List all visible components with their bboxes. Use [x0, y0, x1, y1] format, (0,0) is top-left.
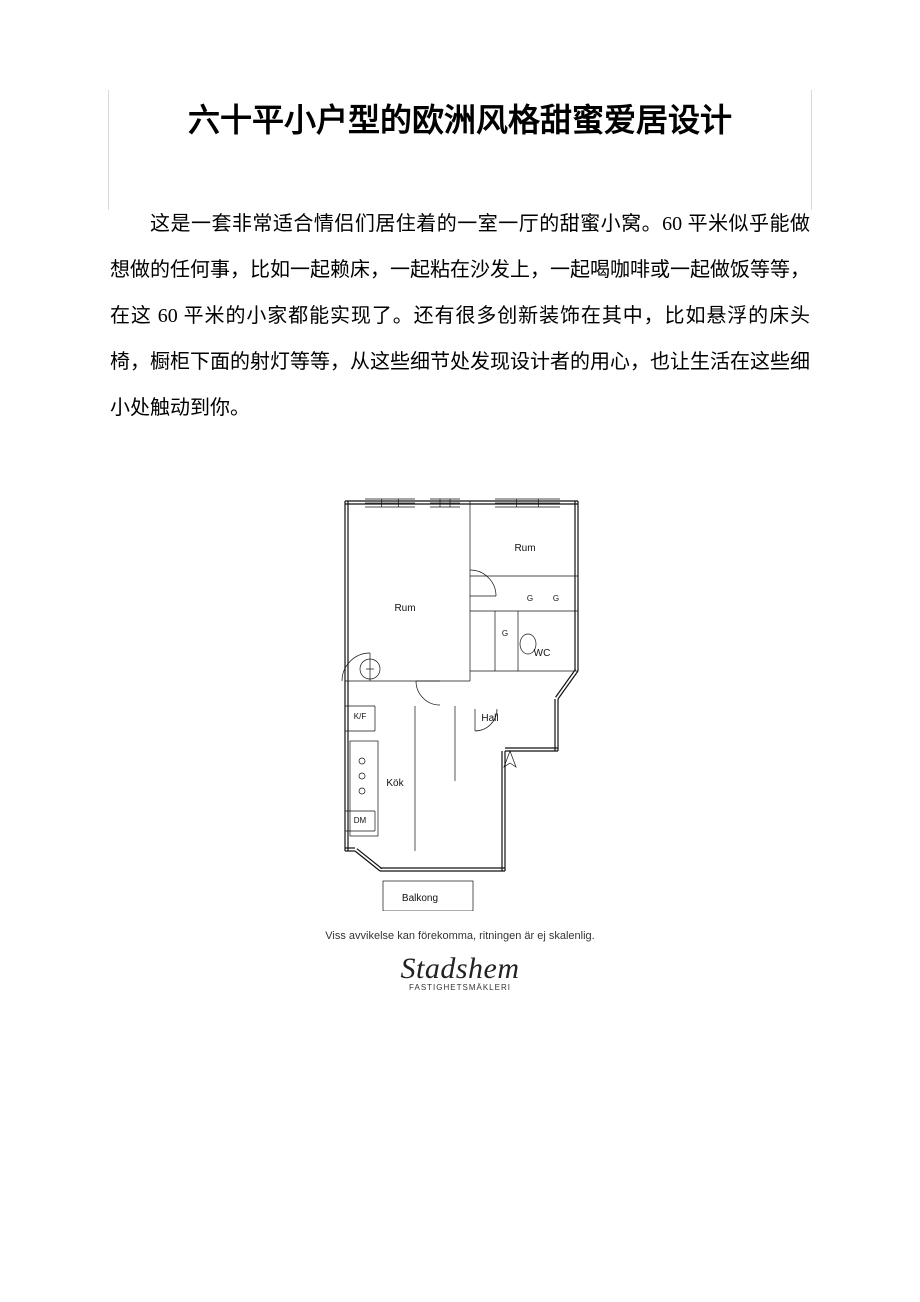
logo-subtitle: FASTIGHETSMÄKLERI — [110, 983, 810, 992]
svg-text:Rum: Rum — [394, 603, 415, 614]
svg-text:Hall: Hall — [481, 713, 498, 724]
svg-text:Kök: Kök — [386, 778, 404, 789]
svg-text:K/F: K/F — [354, 712, 367, 721]
margin-rule-right — [811, 90, 812, 210]
svg-text:Rum: Rum — [514, 543, 535, 554]
page-title: 六十平小户型的欧洲风格甜蜜爱居设计 — [110, 95, 810, 141]
svg-text:G: G — [553, 594, 559, 603]
figure-caption: Viss avvikelse kan förekomma, ritningen … — [110, 930, 810, 942]
intro-paragraph: 这是一套非常适合情侣们居住着的一室一厅的甜蜜小窝。60 平米似乎能做想做的任何事… — [110, 201, 810, 431]
svg-text:DM: DM — [354, 816, 367, 825]
floorplan-figure: Rum Rum WC Hall Kök Balkong G G G K/F DM — [300, 481, 620, 911]
svg-text:Balkong: Balkong — [402, 893, 438, 904]
logo-block: Stadshem FASTIGHETSMÄKLERI — [110, 952, 810, 992]
document-page: 六十平小户型的欧洲风格甜蜜爱居设计 这是一套非常适合情侣们居住着的一室一厅的甜蜜… — [0, 0, 920, 1052]
figure-container: Rum Rum WC Hall Kök Balkong G G G K/F DM Viss avvi… — [110, 481, 810, 992]
svg-text:G: G — [502, 629, 508, 638]
floorplan-svg: Rum Rum WC Hall Kök Balkong G G G K/F DM — [300, 481, 620, 911]
margin-rule-left — [108, 90, 109, 210]
svg-text:WC: WC — [534, 648, 551, 659]
svg-text:G: G — [527, 594, 533, 603]
logo-name: Stadshem — [110, 952, 810, 986]
